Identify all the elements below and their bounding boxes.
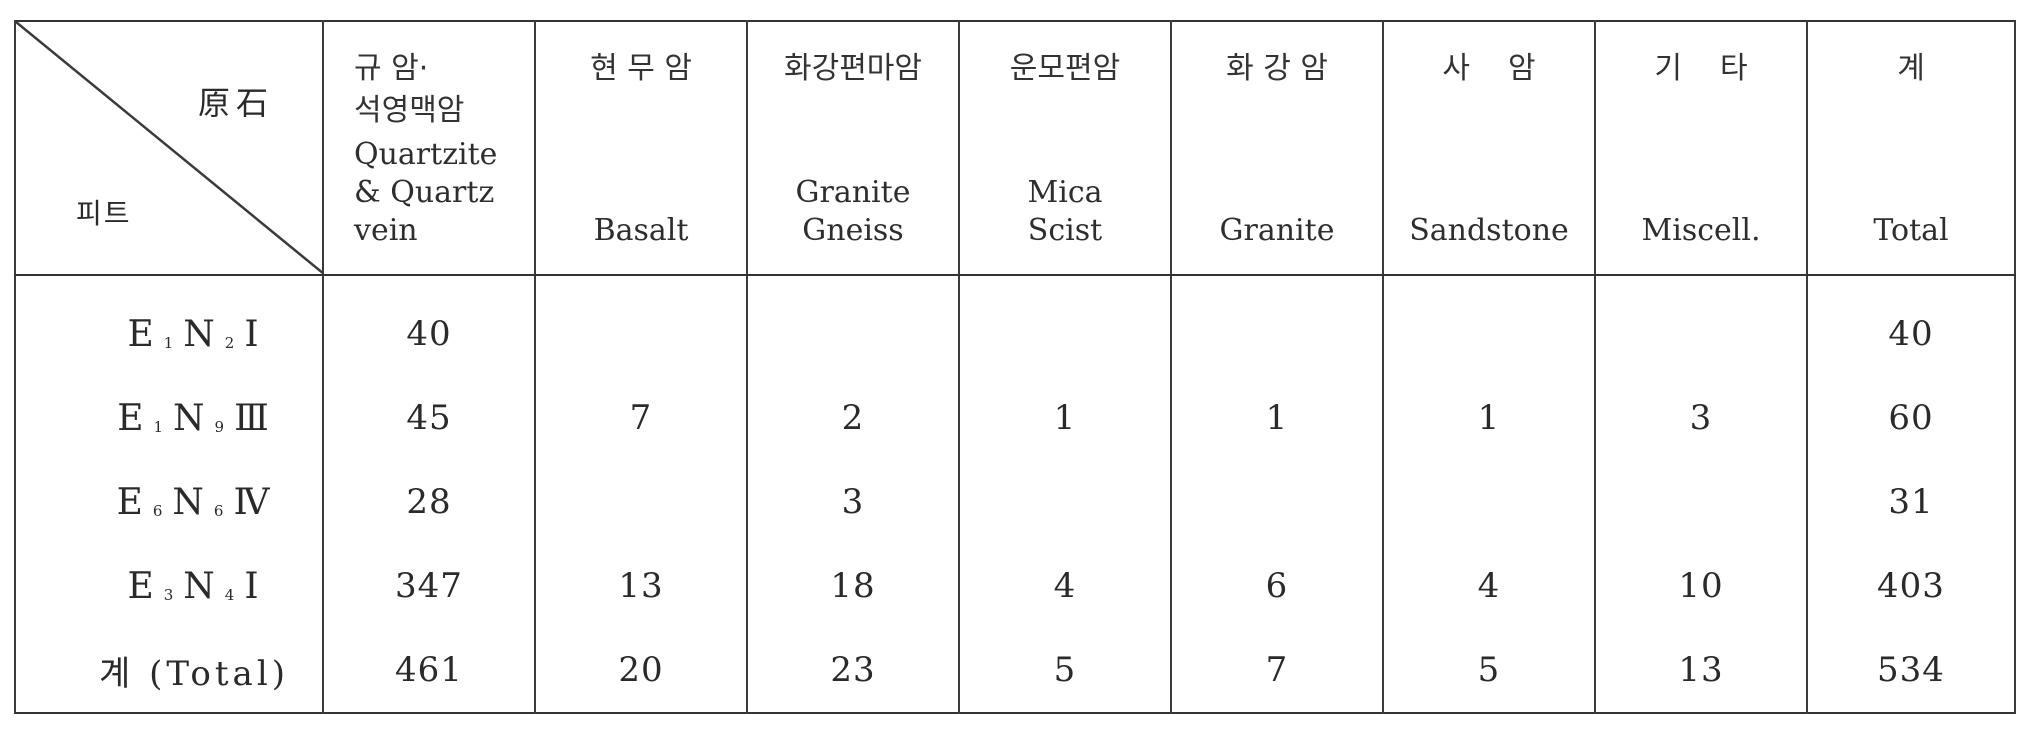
column-header-ko: 현 무 암 <box>590 51 692 86</box>
table-cell: 7 <box>534 376 748 460</box>
column-header-granite: 화 강 암 Granite <box>1170 21 1384 276</box>
table-cell <box>1170 460 1384 544</box>
row-label-e-index: 1 <box>153 417 166 436</box>
table-cell: 1 <box>958 376 1172 460</box>
column-header-en: Total <box>1873 213 1949 248</box>
row-label-roman: Ⅳ <box>233 481 272 523</box>
column-header-ko: 사 암 <box>1442 51 1536 86</box>
table-cell: 347 <box>322 544 536 628</box>
table-cell <box>746 275 960 376</box>
column-header-ko: 화강편마암 <box>784 51 922 86</box>
column-header-en: Granite Gneiss <box>795 175 911 248</box>
column-header-en: Miscell. <box>1641 213 1761 248</box>
column-header-ko: 운모편암 <box>1009 51 1121 86</box>
row-label-e-index: 6 <box>152 501 165 520</box>
table-cell: 60 <box>1806 376 2016 460</box>
table-cell <box>958 460 1172 544</box>
corner-pit-label: 피트 <box>76 197 132 230</box>
table-cell <box>958 275 1172 376</box>
table-cell: 13 <box>1594 628 1808 713</box>
row-label-n-index: 4 <box>224 585 237 604</box>
row-label-n-index: 9 <box>214 417 227 436</box>
table-cell: 4 <box>958 544 1172 628</box>
table-cell: 40 <box>322 275 536 376</box>
table-cell: 461 <box>322 628 536 713</box>
corner-stone-label: 原石 <box>197 84 274 122</box>
table-cell: 403 <box>1806 544 2016 628</box>
column-header-basalt: 현 무 암 Basalt <box>534 21 748 276</box>
table-cell: 10 <box>1594 544 1808 628</box>
table-cell: 31 <box>1806 460 2016 544</box>
table-header-row: 原石 피트 규 암· 석영맥암 Quartzite & Quartz vein … <box>14 21 2016 276</box>
stone-count-table: 原石 피트 규 암· 석영맥암 Quartzite & Quartz vein … <box>14 20 2016 714</box>
table-cell <box>1382 275 1596 376</box>
column-header-en: Quartzite & Quartz vein <box>354 137 498 248</box>
table-cell <box>1594 460 1808 544</box>
column-header-total: 계 Total <box>1806 21 2016 276</box>
table-total-row: 계 (Total) 461 20 23 5 7 5 13 534 <box>14 628 2016 713</box>
table-cell: 1 <box>1170 376 1384 460</box>
table-cell: 1 <box>1382 376 1596 460</box>
column-header-ko: 계 <box>1897 51 1925 86</box>
table-cell: 20 <box>534 628 748 713</box>
table-cell: 2 <box>746 376 960 460</box>
column-header-ko: 규 암· 석영맥암 <box>354 51 465 128</box>
column-header-en: Mica Scist <box>1027 175 1103 248</box>
row-label-n-index: 6 <box>213 501 226 520</box>
table-cell: 5 <box>958 628 1172 713</box>
table-cell: 4 <box>1382 544 1596 628</box>
table-cell: 40 <box>1806 275 2016 376</box>
row-label-roman: Ⅰ <box>244 565 261 607</box>
table-cell <box>534 275 748 376</box>
table-cell: 13 <box>534 544 748 628</box>
diagonal-divider <box>16 22 324 274</box>
table-cell <box>1594 275 1808 376</box>
column-header-mica-scist: 운모편암 Mica Scist <box>958 21 1172 276</box>
table-cell: 3 <box>1594 376 1808 460</box>
corner-header-cell: 原石 피트 <box>14 21 324 276</box>
column-header-quartzite: 규 암· 석영맥암 Quartzite & Quartz vein <box>322 21 536 276</box>
row-label-e-index: 3 <box>163 585 176 604</box>
column-header-en: Granite <box>1219 213 1335 248</box>
table-cell: 7 <box>1170 628 1384 713</box>
total-row-label: 계 (Total) <box>14 628 324 713</box>
column-header-ko: 화 강 암 <box>1226 51 1328 86</box>
column-header-granite-gneiss: 화강편마암 Granite Gneiss <box>746 21 960 276</box>
table-cell <box>1382 460 1596 544</box>
column-header-ko: 기 타 <box>1654 51 1748 86</box>
row-label-roman: Ⅲ <box>234 397 271 439</box>
column-header-en: Basalt <box>593 213 689 248</box>
table-cell: 534 <box>1806 628 2016 713</box>
row-label-e-index: 1 <box>163 333 176 352</box>
column-header-en: Sandstone <box>1409 213 1569 248</box>
column-header-miscell: 기 타 Miscell. <box>1594 21 1808 276</box>
table-cell: 3 <box>746 460 960 544</box>
table-cell: 28 <box>322 460 536 544</box>
column-header-sandstone: 사 암 Sandstone <box>1382 21 1596 276</box>
table-cell: 18 <box>746 544 960 628</box>
row-label-n-index: 2 <box>224 333 237 352</box>
table-cell <box>1170 275 1384 376</box>
table-cell: 45 <box>322 376 536 460</box>
table-cell: 5 <box>1382 628 1596 713</box>
table-cell <box>534 460 748 544</box>
table-cell: 23 <box>746 628 960 713</box>
row-label-roman: Ⅰ <box>244 313 261 355</box>
table-cell: 6 <box>1170 544 1384 628</box>
